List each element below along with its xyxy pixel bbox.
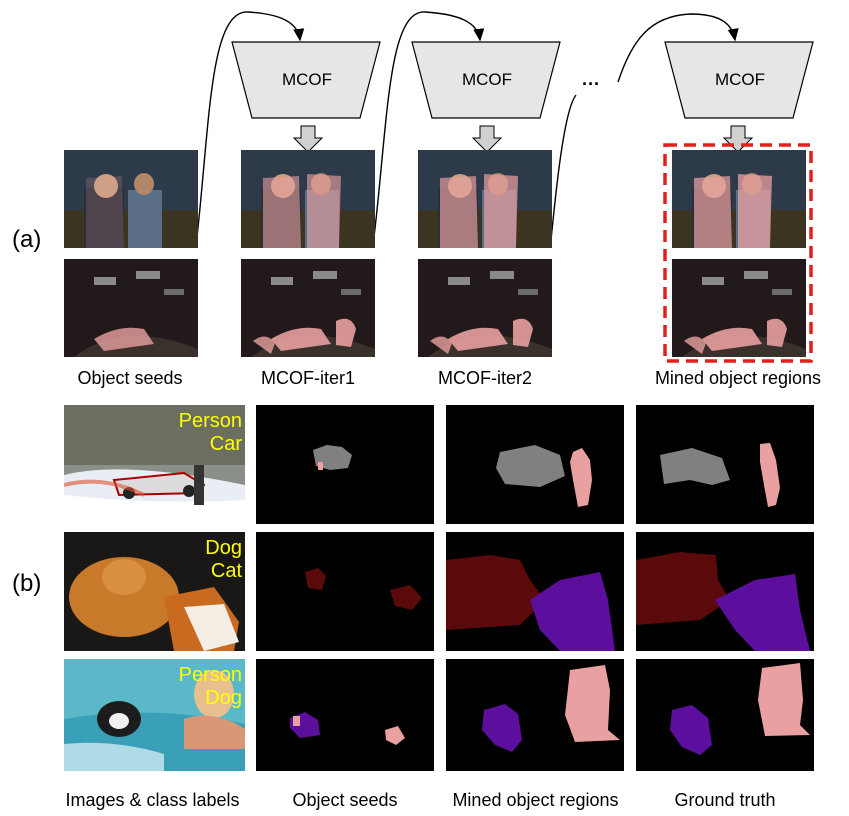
class-label-person: Person <box>178 410 242 432</box>
class-label-dog: Dog <box>205 537 242 559</box>
mcof-module-1 <box>231 41 381 119</box>
photo-dog-cat <box>64 532 245 651</box>
mcof-label-1: MCOF <box>281 70 333 89</box>
class-label-cat: Cat <box>210 560 242 582</box>
flow-arrow-2 <box>373 11 485 238</box>
class-label-dog-2: Dog <box>205 687 242 709</box>
down-arrow-1 <box>292 125 324 153</box>
class-label-person-2: Person <box>178 664 242 686</box>
caption-ground-truth: Ground truth <box>674 790 776 810</box>
mask-row3-mined <box>446 659 624 771</box>
mask-row1-seeds <box>256 405 434 524</box>
class-labels-row2: Dog Cat <box>150 537 242 583</box>
flow-arrow-3 <box>550 94 577 241</box>
panel-b-label: (b) <box>12 570 42 597</box>
scene-outdoor-2 <box>241 150 375 248</box>
caption-mined-object-regions-b: Mined object regions <box>452 790 619 810</box>
class-labels-row3: Person Dog <box>150 664 242 710</box>
panel-a-label: (a) <box>12 226 42 253</box>
flow-arrow-4 <box>617 13 739 83</box>
class-labels-row1: Person Car <box>150 410 242 456</box>
photo-car-person <box>64 405 245 524</box>
ellipsis: ··· <box>582 74 600 94</box>
scene-outdoor-4 <box>672 150 806 248</box>
caption-object-seeds-b: Object seeds <box>292 790 398 810</box>
mask-row2-gt <box>636 532 814 651</box>
mcof-label-3: MCOF <box>714 70 766 89</box>
mcof-module-2 <box>411 41 561 119</box>
mcof-module-3 <box>664 41 814 119</box>
class-label-car: Car <box>209 433 242 455</box>
panel-a-flow-diagram <box>196 11 814 363</box>
scene-outdoor-3 <box>418 150 552 248</box>
mask-row2-mined <box>446 532 624 651</box>
mask-row1-mined <box>446 405 624 524</box>
mask-row1-gt <box>636 405 814 524</box>
down-arrow-2 <box>471 125 503 153</box>
scene-indoor-1 <box>64 259 198 357</box>
photo-swimming-dog <box>64 659 245 771</box>
caption-mcof-iter1: MCOF-iter1 <box>261 368 355 388</box>
scene-indoor-3 <box>418 259 552 357</box>
highlight-box <box>663 143 813 363</box>
scene-indoor-4 <box>672 259 806 357</box>
mask-row2-seeds <box>256 532 434 651</box>
scene-outdoor-1 <box>64 150 198 248</box>
caption-object-seeds: Object seeds <box>77 368 183 388</box>
mask-row3-gt <box>636 659 814 771</box>
mcof-label-2: MCOF <box>461 70 513 89</box>
caption-mined-object-regions-a: Mined object regions <box>654 368 822 388</box>
scene-indoor-2 <box>241 259 375 357</box>
caption-images-class-labels: Images & class labels <box>65 790 240 810</box>
flow-arrow-1 <box>196 11 305 238</box>
mask-row3-seeds <box>256 659 434 771</box>
caption-mcof-iter2: MCOF-iter2 <box>438 368 532 388</box>
